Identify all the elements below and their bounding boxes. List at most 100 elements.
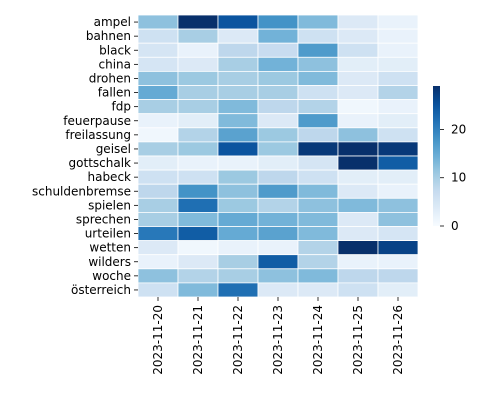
column-label: 2023-11-22	[231, 305, 245, 375]
row-label: wetten	[89, 241, 131, 255]
heatmap-cell-geisel-2023-11-24	[297, 141, 339, 157]
row-label: drohen	[89, 71, 131, 85]
heatmap-cell-urteilen-2023-11-24	[297, 226, 339, 242]
heatmap-cell-gottschalk-2023-11-23	[257, 155, 299, 171]
heatmap-cell-schuldenbremse-2023-11-24	[297, 183, 339, 199]
heatmap-cell-gottschalk-2023-11-26	[377, 155, 419, 171]
heatmap-cell-schuldenbremse-2023-11-25	[337, 183, 379, 199]
heatmap-cell-freilassung-2023-11-25	[337, 127, 379, 143]
heatmap-cell-sprechen-2023-11-22	[217, 211, 259, 227]
heatmap-cell-freilassung-2023-11-24	[297, 127, 339, 143]
heatmap-cell-sprechen-2023-11-25	[337, 211, 379, 227]
heatmap-cell-österreich-2023-11-22	[217, 282, 259, 298]
heatmap-cell-feuerpause-2023-11-23	[257, 113, 299, 129]
heatmap-cell-sprechen-2023-11-24	[297, 211, 339, 227]
heatmap-cell-black-2023-11-23	[257, 42, 299, 58]
heatmap-cell-china-2023-11-20	[137, 56, 179, 72]
heatmap-cell-black-2023-11-26	[377, 42, 419, 58]
heatmap-cell-bahnen-2023-11-25	[337, 28, 379, 44]
heatmap-cell-fdp-2023-11-24	[297, 99, 339, 115]
heatmap-cell-black-2023-11-20	[137, 42, 179, 58]
heatmap-cell-black-2023-11-25	[337, 42, 379, 58]
heatmap-cell-fallen-2023-11-23	[257, 85, 299, 101]
heatmap-cell-habeck-2023-11-24	[297, 169, 339, 185]
heatmap-cell-schuldenbremse-2023-11-23	[257, 183, 299, 199]
heatmap-cell-schuldenbremse-2023-11-21	[177, 183, 219, 199]
heatmap-cell-geisel-2023-11-23	[257, 141, 299, 157]
heatmap-cell-china-2023-11-25	[337, 56, 379, 72]
heatmap-cell-habeck-2023-11-26	[377, 169, 419, 185]
row-label: china	[99, 57, 132, 71]
row-label: black	[99, 43, 131, 57]
column-label: 2023-11-23	[271, 305, 285, 375]
heatmap-cell-freilassung-2023-11-21	[177, 127, 219, 143]
column-label: 2023-11-21	[191, 305, 205, 375]
row-label: österreich	[71, 283, 131, 297]
row-label: feuerpause	[63, 114, 131, 128]
heatmap-cell-feuerpause-2023-11-24	[297, 113, 339, 129]
column-label: 2023-11-20	[151, 305, 165, 375]
heatmap-cell-drohen-2023-11-23	[257, 71, 299, 86]
heatmap-cell-spielen-2023-11-23	[257, 197, 299, 213]
heatmap-cell-spielen-2023-11-21	[177, 197, 219, 213]
heatmap-cell-bahnen-2023-11-24	[297, 28, 339, 44]
heatmap-cell-ampel-2023-11-23	[257, 14, 299, 30]
heatmap-cell-urteilen-2023-11-26	[377, 226, 419, 242]
row-label: fallen	[98, 86, 131, 100]
colorbar: 0 10 20	[433, 86, 466, 233]
heatmap-cell-wetten-2023-11-25	[337, 240, 379, 256]
heatmap-cell-ampel-2023-11-22	[217, 14, 259, 30]
row-label: sprechen	[76, 212, 131, 226]
heatmap-cell-black-2023-11-21	[177, 42, 219, 58]
heatmap-cell-habeck-2023-11-25	[337, 169, 379, 185]
heatmap-cell-österreich-2023-11-24	[297, 282, 339, 298]
heatmap-cell-fallen-2023-11-26	[377, 85, 419, 101]
heatmap-cell-ampel-2023-11-20	[137, 14, 179, 30]
colorbar-tick-label: 20	[451, 122, 466, 136]
heatmap-cell-bahnen-2023-11-26	[377, 28, 419, 44]
heatmap-cell-ampel-2023-11-25	[337, 14, 379, 30]
row-label: bahnen	[86, 29, 131, 43]
column-label: 2023-11-26	[391, 305, 405, 375]
heatmap-cell-österreich-2023-11-20	[137, 282, 179, 298]
row-label: ampel	[94, 15, 131, 29]
heatmap-cell-fdp-2023-11-21	[177, 99, 219, 115]
heatmap-cell-gottschalk-2023-11-24	[297, 155, 339, 171]
heatmap-cell-freilassung-2023-11-22	[217, 127, 259, 143]
column-label: 2023-11-24	[311, 305, 325, 375]
row-label: woche	[92, 269, 131, 283]
row-label: wilders	[88, 255, 131, 269]
heatmap-cells	[137, 14, 419, 298]
heatmap-cell-fallen-2023-11-21	[177, 85, 219, 101]
heatmap-cell-schuldenbremse-2023-11-20	[137, 183, 179, 199]
heatmap-cell-spielen-2023-11-26	[377, 197, 419, 213]
heatmap-cell-urteilen-2023-11-20	[137, 226, 179, 242]
heatmap-cell-fallen-2023-11-25	[337, 85, 379, 101]
heatmap-cell-spielen-2023-11-24	[297, 197, 339, 213]
heatmap-cell-fdp-2023-11-23	[257, 99, 299, 115]
heatmap-cell-österreich-2023-11-23	[257, 282, 299, 298]
heatmap-cell-urteilen-2023-11-21	[177, 226, 219, 242]
heatmap-cell-geisel-2023-11-20	[137, 141, 179, 157]
heatmap-cell-sprechen-2023-11-20	[137, 211, 179, 227]
heatmap-cell-ampel-2023-11-24	[297, 14, 339, 30]
heatmap-cell-fallen-2023-11-22	[217, 85, 259, 101]
heatmap-cell-china-2023-11-24	[297, 56, 339, 72]
heatmap-cell-freilassung-2023-11-23	[257, 127, 299, 143]
heatmap-cell-schuldenbremse-2023-11-26	[377, 183, 419, 199]
heatmap-cell-bahnen-2023-11-23	[257, 28, 299, 44]
row-label: urteilen	[85, 227, 131, 241]
heatmap-cell-wilders-2023-11-25	[337, 254, 379, 270]
row-label: fdp	[112, 100, 131, 114]
colorbar-tick-label: 0	[451, 219, 459, 233]
heatmap-cell-wetten-2023-11-24	[297, 240, 339, 256]
heatmap-cell-bahnen-2023-11-21	[177, 28, 219, 44]
heatmap-cell-fdp-2023-11-26	[377, 99, 419, 115]
column-label: 2023-11-25	[351, 305, 365, 375]
heatmap-cell-woche-2023-11-20	[137, 268, 179, 284]
heatmap-cell-drohen-2023-11-24	[297, 71, 339, 86]
heatmap-cell-china-2023-11-26	[377, 56, 419, 72]
heatmap-cell-wilders-2023-11-23	[257, 254, 299, 270]
heatmap-cell-geisel-2023-11-22	[217, 141, 259, 157]
